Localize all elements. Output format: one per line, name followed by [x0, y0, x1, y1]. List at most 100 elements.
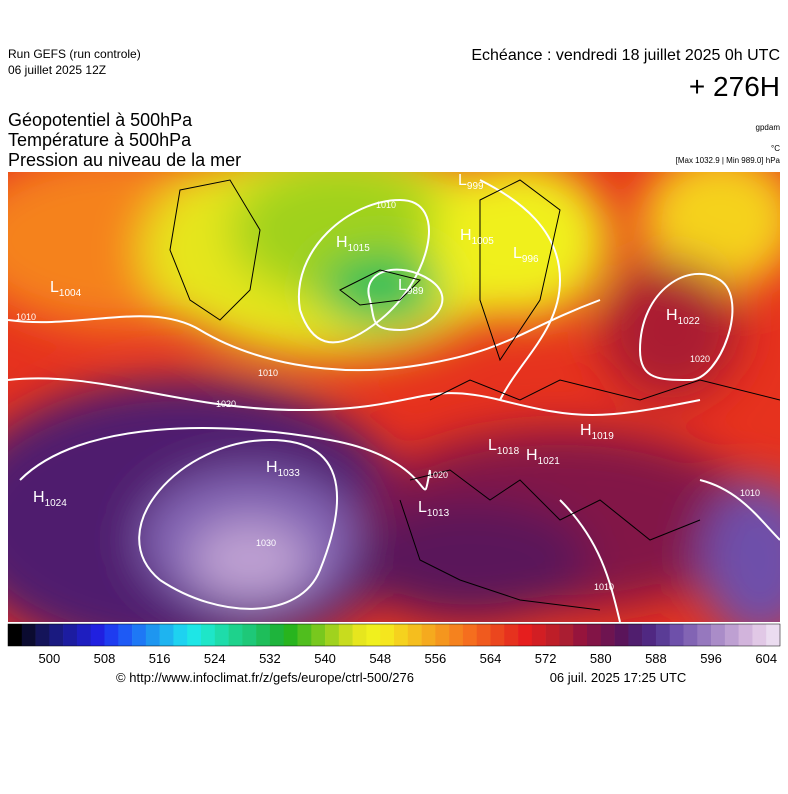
scale-swatch — [559, 624, 574, 646]
scale-swatch — [435, 624, 450, 646]
scale-swatch — [476, 624, 491, 646]
scale-swatch — [63, 624, 78, 646]
scale-tick-label: 604 — [755, 651, 777, 666]
pressure-center: H1005 — [460, 227, 494, 247]
scale-swatch — [8, 624, 23, 646]
center-type: L — [488, 437, 497, 454]
center-value: 996 — [522, 254, 539, 265]
center-value: 1018 — [497, 446, 520, 457]
pressure-center: H1015 — [336, 234, 370, 254]
scale-swatch — [697, 624, 712, 646]
scale-swatch — [352, 624, 367, 646]
scale-swatch — [490, 624, 505, 646]
scale-swatch — [628, 624, 643, 646]
pressure-range: [Max 1032.9 | Min 989.0] hPa — [676, 156, 781, 165]
scale-swatch — [669, 624, 684, 646]
scale-swatch — [587, 624, 602, 646]
scale-tick-label: 532 — [259, 651, 281, 666]
center-type: L — [398, 277, 407, 294]
isobar-label: 1010 — [258, 368, 278, 378]
scale-swatch — [642, 624, 657, 646]
field: Géopotentiel à 500hPa — [8, 110, 193, 130]
center-value: 1033 — [278, 468, 301, 479]
lead-time: + 276H — [689, 71, 780, 102]
source-url: © http://www.infoclimat.fr/z/gefs/europe… — [116, 670, 414, 685]
scale-swatch — [242, 624, 257, 646]
center-value: 1015 — [348, 243, 371, 254]
center-type: H — [336, 234, 348, 251]
center-type: L — [50, 279, 59, 296]
center-value: 989 — [407, 286, 424, 297]
scale-tick-label: 516 — [149, 651, 171, 666]
center-value: 1021 — [538, 456, 561, 467]
scale-swatch — [228, 624, 243, 646]
scale-swatch — [600, 624, 615, 646]
pressure-center: H1033 — [266, 459, 300, 479]
isobar-label: 1020 — [428, 470, 448, 480]
scale-swatch — [366, 624, 381, 646]
center-type: H — [580, 422, 592, 439]
scale-swatch — [283, 624, 298, 646]
scale-tick-label: 572 — [535, 651, 557, 666]
scale-swatch — [21, 624, 36, 646]
scale-swatch — [35, 624, 50, 646]
scale-swatch — [118, 624, 133, 646]
scale-swatch — [173, 624, 188, 646]
map — [8, 172, 780, 622]
scale-tick-label: 588 — [645, 651, 667, 666]
center-value: 1024 — [45, 498, 68, 509]
scale-swatch — [380, 624, 395, 646]
pressure-center: L996 — [513, 245, 539, 265]
scale-swatch — [297, 624, 312, 646]
scale-swatch — [724, 624, 739, 646]
center-type: L — [418, 499, 427, 516]
center-type: L — [513, 245, 522, 262]
center-value: 1005 — [472, 236, 495, 247]
isobar-label: 1010 — [594, 582, 614, 592]
scale-tick-label: 596 — [700, 651, 722, 666]
isobar-label: 1020 — [216, 399, 236, 409]
scale-tick-label: 540 — [314, 651, 336, 666]
run-date: 06 juillet 2025 12Z — [8, 63, 106, 77]
isobar-label: 1020 — [690, 354, 710, 364]
scale-swatch — [90, 624, 105, 646]
scale-swatch — [683, 624, 698, 646]
scale-swatch — [766, 624, 781, 646]
scale-swatch — [132, 624, 147, 646]
unit: °C — [771, 144, 780, 153]
scale-swatch — [325, 624, 340, 646]
scale-swatch — [545, 624, 560, 646]
scale-swatch — [711, 624, 726, 646]
unit: gpdam — [756, 123, 781, 132]
center-type: H — [526, 447, 538, 464]
pressure-center: H1022 — [666, 307, 700, 327]
scale-swatch — [531, 624, 546, 646]
scale-tick-label: 524 — [204, 651, 226, 666]
generated-time: 06 juil. 2025 17:25 UTC — [550, 670, 687, 685]
scale-swatch — [449, 624, 464, 646]
center-value: 1019 — [592, 431, 615, 442]
center-type: H — [460, 227, 472, 244]
isobar-label: 1010 — [740, 488, 760, 498]
scale-tick-label: 564 — [480, 651, 502, 666]
scale-swatch — [256, 624, 271, 646]
scale-swatch — [338, 624, 353, 646]
center-type: H — [666, 307, 678, 324]
pressure-center: L989 — [398, 277, 424, 297]
valid-time: Echéance : vendredi 18 juillet 2025 0h U… — [471, 47, 780, 64]
scale-tick-label: 500 — [39, 651, 61, 666]
isobar-label: 1010 — [376, 200, 396, 210]
scale-swatch — [655, 624, 671, 646]
pressure-center: L1004 — [50, 279, 82, 299]
center-value: 1013 — [427, 508, 450, 519]
scale-swatch — [504, 624, 519, 646]
scale-swatch — [518, 624, 533, 646]
center-value: 1022 — [678, 316, 701, 327]
scale-swatch — [145, 624, 160, 646]
scale-swatch — [269, 624, 285, 646]
isobar-label: 1030 — [256, 538, 276, 548]
center-value: 1004 — [59, 288, 82, 299]
scale-swatch — [394, 624, 409, 646]
scale-swatch — [421, 624, 436, 646]
